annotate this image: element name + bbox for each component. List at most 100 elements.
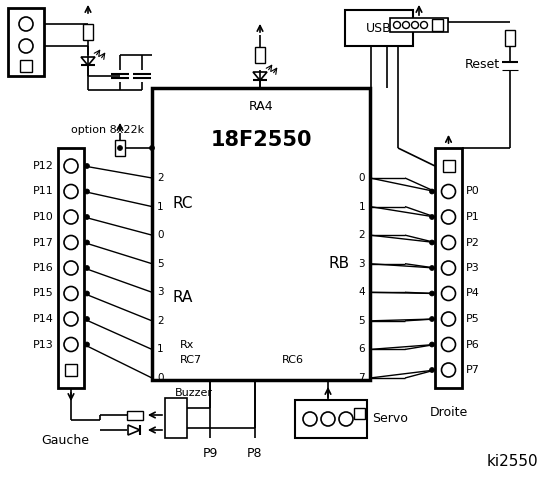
Bar — [127, 410, 143, 420]
Text: RA4: RA4 — [249, 99, 273, 112]
Text: option 8x22k: option 8x22k — [71, 125, 144, 135]
Circle shape — [441, 261, 456, 275]
Text: P3: P3 — [466, 263, 480, 273]
Circle shape — [85, 164, 90, 168]
Text: 5: 5 — [358, 316, 365, 326]
Text: RC6: RC6 — [282, 355, 304, 365]
Circle shape — [403, 22, 410, 28]
Circle shape — [411, 22, 419, 28]
Text: 1: 1 — [358, 202, 365, 212]
Circle shape — [441, 337, 456, 351]
Text: Buzzer: Buzzer — [175, 388, 213, 398]
Bar — [345, 10, 413, 46]
Text: 4: 4 — [358, 288, 365, 297]
Text: P0: P0 — [466, 187, 480, 196]
Circle shape — [430, 291, 435, 296]
Text: P8: P8 — [247, 447, 263, 460]
Text: Reset: Reset — [465, 58, 500, 71]
Text: 3: 3 — [358, 259, 365, 269]
Text: Servo: Servo — [372, 412, 408, 425]
Circle shape — [64, 287, 78, 300]
Text: P1: P1 — [466, 212, 480, 222]
Bar — [442, 160, 455, 172]
Bar — [255, 47, 265, 63]
Text: 2: 2 — [157, 316, 164, 326]
Circle shape — [430, 316, 435, 322]
Bar — [295, 400, 367, 438]
Text: P9: P9 — [202, 447, 218, 460]
Bar — [115, 140, 125, 156]
Bar — [58, 148, 84, 388]
Text: 7: 7 — [358, 373, 365, 383]
Circle shape — [430, 265, 435, 271]
Text: ki2550: ki2550 — [487, 455, 538, 469]
Circle shape — [441, 236, 456, 250]
Circle shape — [85, 316, 90, 322]
Text: 6: 6 — [358, 345, 365, 354]
Text: P10: P10 — [33, 212, 54, 222]
Text: RB: RB — [329, 255, 350, 271]
Circle shape — [64, 337, 78, 351]
Text: Gauche: Gauche — [41, 433, 89, 446]
Text: P12: P12 — [33, 161, 54, 171]
Text: 5: 5 — [157, 259, 164, 269]
Circle shape — [85, 342, 90, 347]
Text: 3: 3 — [157, 288, 164, 297]
Text: P5: P5 — [466, 314, 480, 324]
Text: Droite: Droite — [429, 406, 468, 419]
Text: 0: 0 — [157, 230, 164, 240]
Text: RC: RC — [172, 195, 192, 211]
Text: 1: 1 — [157, 345, 164, 354]
Bar — [505, 30, 515, 46]
Text: P11: P11 — [33, 187, 54, 196]
Circle shape — [85, 189, 90, 194]
Circle shape — [64, 159, 78, 173]
Text: 0: 0 — [157, 373, 164, 383]
Text: P6: P6 — [466, 339, 480, 349]
Bar — [354, 408, 365, 419]
Circle shape — [85, 291, 90, 296]
Bar — [435, 148, 462, 388]
Circle shape — [117, 145, 123, 151]
Bar — [65, 364, 77, 376]
Text: 18F2550: 18F2550 — [210, 130, 312, 150]
Circle shape — [430, 189, 435, 194]
Text: 2: 2 — [358, 230, 365, 240]
Circle shape — [64, 184, 78, 199]
Text: 1: 1 — [157, 202, 164, 212]
Text: P7: P7 — [466, 365, 480, 375]
Bar — [390, 18, 448, 32]
Bar — [20, 60, 32, 72]
Text: P16: P16 — [33, 263, 54, 273]
Circle shape — [85, 215, 90, 219]
Text: P4: P4 — [466, 288, 480, 299]
Bar — [83, 24, 93, 40]
Circle shape — [85, 265, 90, 271]
Text: USB: USB — [366, 22, 392, 35]
Bar — [152, 88, 370, 380]
Circle shape — [64, 312, 78, 326]
Text: P2: P2 — [466, 238, 480, 248]
Text: P17: P17 — [33, 238, 54, 248]
Text: Rx: Rx — [180, 340, 194, 350]
Text: P13: P13 — [33, 339, 54, 349]
Circle shape — [420, 22, 427, 28]
Circle shape — [441, 312, 456, 326]
Circle shape — [430, 342, 435, 347]
Circle shape — [303, 412, 317, 426]
Circle shape — [19, 17, 33, 31]
Circle shape — [339, 412, 353, 426]
Text: P15: P15 — [33, 288, 54, 299]
Circle shape — [441, 363, 456, 377]
Circle shape — [441, 287, 456, 300]
Circle shape — [441, 210, 456, 224]
Circle shape — [321, 412, 335, 426]
Text: RC7: RC7 — [180, 355, 202, 365]
Bar — [432, 19, 443, 31]
Circle shape — [19, 39, 33, 53]
Circle shape — [64, 261, 78, 275]
Circle shape — [149, 145, 154, 151]
Circle shape — [441, 184, 456, 199]
Text: P14: P14 — [33, 314, 54, 324]
Text: RA: RA — [172, 290, 192, 305]
